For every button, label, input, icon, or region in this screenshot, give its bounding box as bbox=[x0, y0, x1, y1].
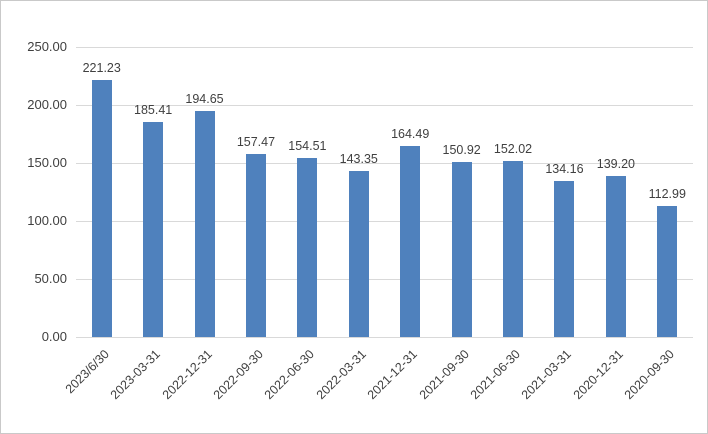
bar-value-label: 143.35 bbox=[339, 151, 378, 166]
bar-value-label: 152.02 bbox=[493, 141, 533, 156]
bar bbox=[451, 161, 472, 337]
bar bbox=[297, 157, 318, 337]
bar-value-label: 139.20 bbox=[596, 156, 635, 171]
bar bbox=[605, 175, 626, 337]
gridline bbox=[76, 163, 693, 164]
y-axis-tick-label: 50.00 bbox=[34, 271, 67, 286]
bar-value-label: 194.65 bbox=[185, 92, 224, 107]
bar bbox=[143, 121, 164, 337]
bar bbox=[348, 170, 369, 337]
bar-value-label: 154.51 bbox=[288, 138, 327, 153]
bar bbox=[657, 205, 678, 337]
y-axis-tick-label: 200.00 bbox=[27, 97, 67, 112]
bar-value-label: 157.47 bbox=[236, 135, 276, 150]
bar-value-label: 185.41 bbox=[134, 102, 173, 117]
bar bbox=[194, 111, 215, 337]
bar-value-label: 134.16 bbox=[545, 162, 584, 177]
bar bbox=[91, 80, 112, 337]
bar-value-label: 221.23 bbox=[82, 61, 121, 76]
gridline bbox=[76, 221, 693, 222]
bar-value-label: 164.49 bbox=[391, 127, 430, 142]
bar bbox=[503, 160, 524, 337]
gridline bbox=[76, 47, 693, 48]
gridline bbox=[76, 105, 693, 106]
gridline bbox=[76, 337, 693, 338]
plot-area: 221.23 185.41 194.65 157.47 154.51 143.35 164.… bbox=[76, 47, 693, 338]
gridline bbox=[76, 279, 693, 280]
y-axis-tick-label: 250.00 bbox=[27, 39, 67, 54]
bar bbox=[245, 154, 266, 337]
y-axis-tick-label: 100.00 bbox=[27, 213, 67, 228]
bar bbox=[400, 146, 421, 337]
bar-value-label: 150.92 bbox=[442, 142, 481, 157]
bar-value-label: 112.99 bbox=[648, 186, 686, 201]
bar bbox=[554, 181, 575, 337]
y-axis-tick-label: 0.00 bbox=[41, 329, 67, 344]
y-axis-tick-label: 150.00 bbox=[27, 155, 67, 170]
